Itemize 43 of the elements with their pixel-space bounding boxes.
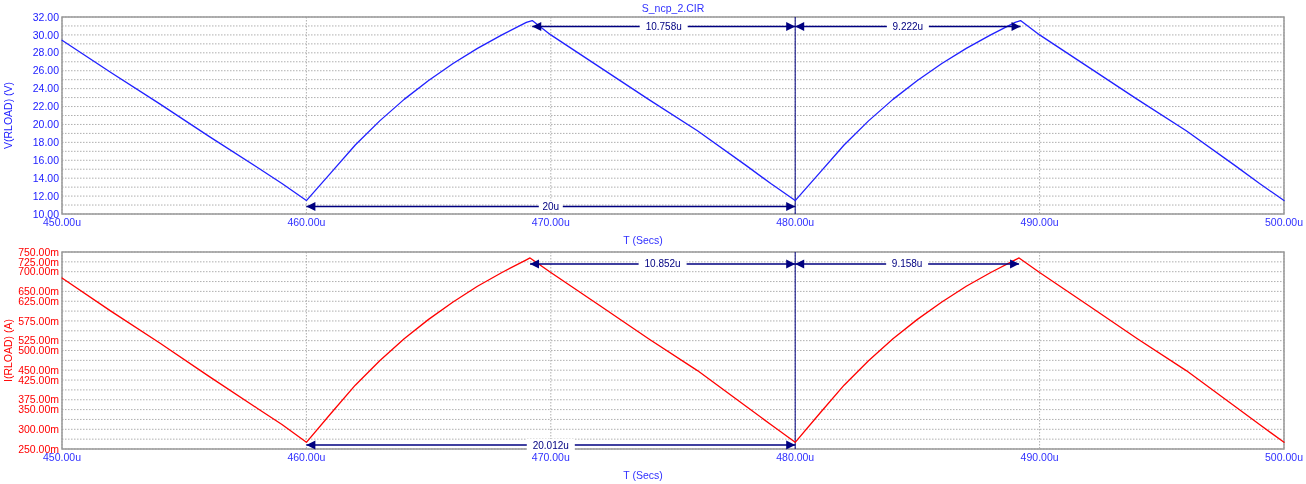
y-tick-label: 725.00m xyxy=(18,255,60,268)
y-tick-label: 30.00 xyxy=(32,28,60,41)
chart-title: S_ncp_2.CIR xyxy=(641,2,705,14)
x-tick-label: 460.00u xyxy=(287,451,326,463)
x-axis-title: T (Secs) xyxy=(623,469,663,481)
y-tick-label: 28.00 xyxy=(32,46,60,59)
y-tick-label: 450.00m xyxy=(18,363,60,376)
x-tick-label: 500.00u xyxy=(1265,451,1304,463)
y-tick-label: 12.00 xyxy=(32,189,60,202)
y-tick-label: 750.00m xyxy=(18,245,60,258)
y-tick-label: 575.00m xyxy=(18,314,60,327)
x-tick-label: 490.00u xyxy=(1020,451,1059,463)
y-tick-label: 300.00m xyxy=(18,422,60,435)
y-tick-label: 425.00m xyxy=(18,373,60,386)
y-tick-label: 700.00m xyxy=(18,265,60,278)
annotation: 20.012u xyxy=(532,439,569,451)
x-tick-label: 490.00u xyxy=(1020,216,1059,228)
x-tick-label: 460.00u xyxy=(287,216,326,228)
x-tick-label: 500.00u xyxy=(1265,216,1304,228)
annotation: 20u xyxy=(542,201,560,213)
y-tick-label: 26.00 xyxy=(32,64,60,77)
y-tick-label: 18.00 xyxy=(32,136,60,149)
y-tick-label: 375.00m xyxy=(18,393,60,406)
annotation: 9.158u xyxy=(891,258,923,270)
y-tick-label: 24.00 xyxy=(32,82,60,95)
x-axis-title: T (Secs) xyxy=(623,234,663,246)
y-axis-title: I(RLOAD) (A) xyxy=(2,319,14,382)
x-tick-label: 480.00u xyxy=(776,451,815,463)
x-tick-label: 470.00u xyxy=(531,451,570,463)
annotation: 10.758u xyxy=(645,21,682,33)
y-tick-label: 500.00m xyxy=(18,344,60,357)
annotation: 10.852u xyxy=(644,258,681,270)
x-tick-label: 470.00u xyxy=(531,216,570,228)
y-tick-label: 350.00m xyxy=(18,403,60,416)
x-tick-label: 480.00u xyxy=(776,216,815,228)
y-tick-label: 525.00m xyxy=(18,334,60,347)
y-tick-label: 32.00 xyxy=(32,10,60,23)
y-tick-label: 14.00 xyxy=(32,171,60,184)
annotation: 9.222u xyxy=(892,21,924,33)
y-axis-title: V(RLOAD) (V) xyxy=(2,81,14,150)
y-tick-label: 16.00 xyxy=(32,153,60,166)
y-tick-label: 22.00 xyxy=(32,100,60,113)
y-tick-label: 20.00 xyxy=(32,118,60,131)
